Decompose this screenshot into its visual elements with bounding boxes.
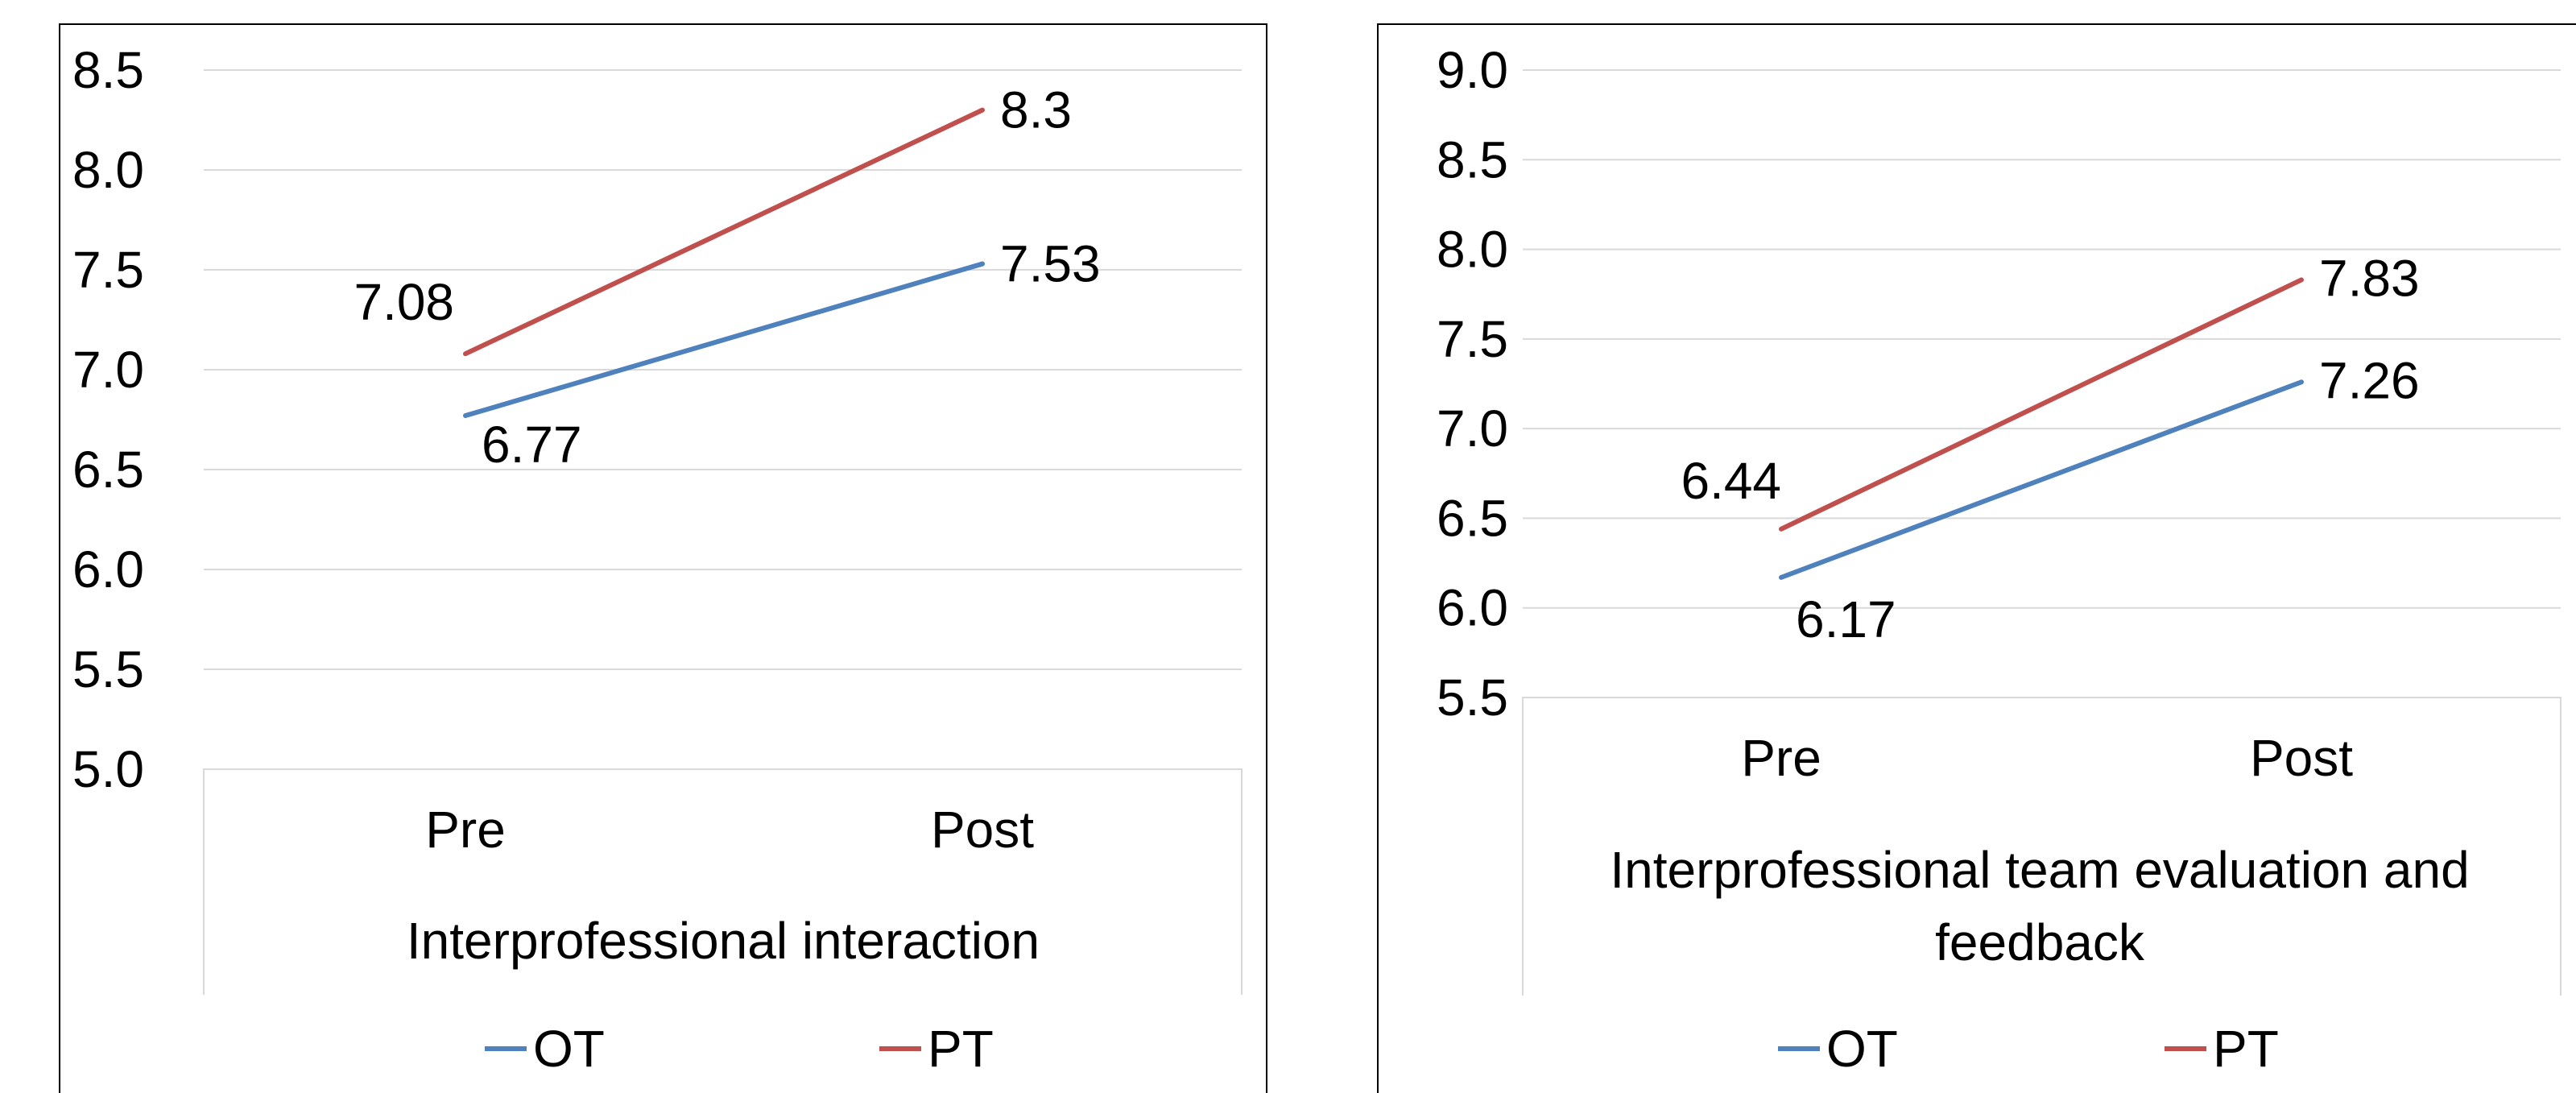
y-tick-label: 9.0	[1437, 41, 1508, 99]
x-axis-title: Interprofessional team evaluation and	[1610, 841, 2469, 899]
chart-frame	[59, 23, 1267, 1093]
category-axis-box	[203, 768, 1243, 995]
y-tick-label: 8.0	[1437, 221, 1508, 279]
y-tick-label: 5.5	[1437, 669, 1508, 727]
y-tick-label: 6.0	[1437, 579, 1508, 637]
y-tick-label: 8.5	[1437, 130, 1508, 188]
legend-label-ot: OT	[1826, 1020, 1898, 1078]
x-category-label: Post	[931, 801, 1034, 859]
x-axis-title: feedback	[1935, 913, 2145, 971]
data-label-ot: 6.17	[1796, 590, 1896, 648]
category-axis-box	[1522, 697, 2562, 996]
series-line-ot	[463, 261, 985, 419]
y-tick-label: 6.5	[1437, 489, 1508, 547]
chart-panel-2: 9.0 8.5 8.0 7.5 7.0 6.5 6.0 5.5 Pre Post Interprof…	[1377, 23, 2576, 1093]
data-label-ot: 7.26	[2319, 351, 2420, 409]
data-label-ot: 6.77	[482, 416, 582, 474]
data-label-pt: 7.08	[354, 273, 454, 331]
y-tick-label: 8.0	[72, 141, 144, 199]
y-tick-label: 7.5	[72, 241, 144, 299]
data-label-ot: 7.53	[1000, 235, 1101, 293]
chart-frame	[1377, 23, 2576, 1093]
legend-label-pt: PT	[2213, 1020, 2279, 1078]
y-tick-label: 5.0	[72, 740, 144, 798]
chart-panel-1: 8.5 8.0 7.5 7.0 6.5 6.0 5.5 5.0 Pre Post Interprof…	[59, 23, 1267, 1093]
x-axis-title: Interprofessional interaction	[407, 912, 1040, 970]
series-line-pt	[1779, 277, 2304, 532]
y-tick-label: 7.0	[1437, 400, 1508, 457]
y-tick-label: 8.5	[72, 41, 144, 99]
data-label-pt: 6.44	[1681, 452, 1781, 510]
series-line-pt	[463, 107, 985, 357]
y-tick-label: 6.0	[72, 540, 144, 598]
data-label-pt: 7.83	[2319, 249, 2420, 307]
y-tick-label: 7.0	[72, 341, 144, 399]
y-tick-label: 7.5	[1437, 310, 1508, 368]
y-tick-label: 5.5	[72, 640, 144, 698]
data-label-pt: 8.3	[1000, 81, 1072, 139]
y-tick-label: 6.5	[72, 441, 144, 499]
series-line-ot	[1779, 379, 2304, 580]
legend-label-ot: OT	[533, 1020, 605, 1078]
x-category-label: Pre	[1741, 729, 1821, 787]
x-category-label: Post	[2250, 729, 2353, 787]
x-category-label: Pre	[425, 801, 506, 859]
legend-label-pt: PT	[928, 1020, 994, 1078]
